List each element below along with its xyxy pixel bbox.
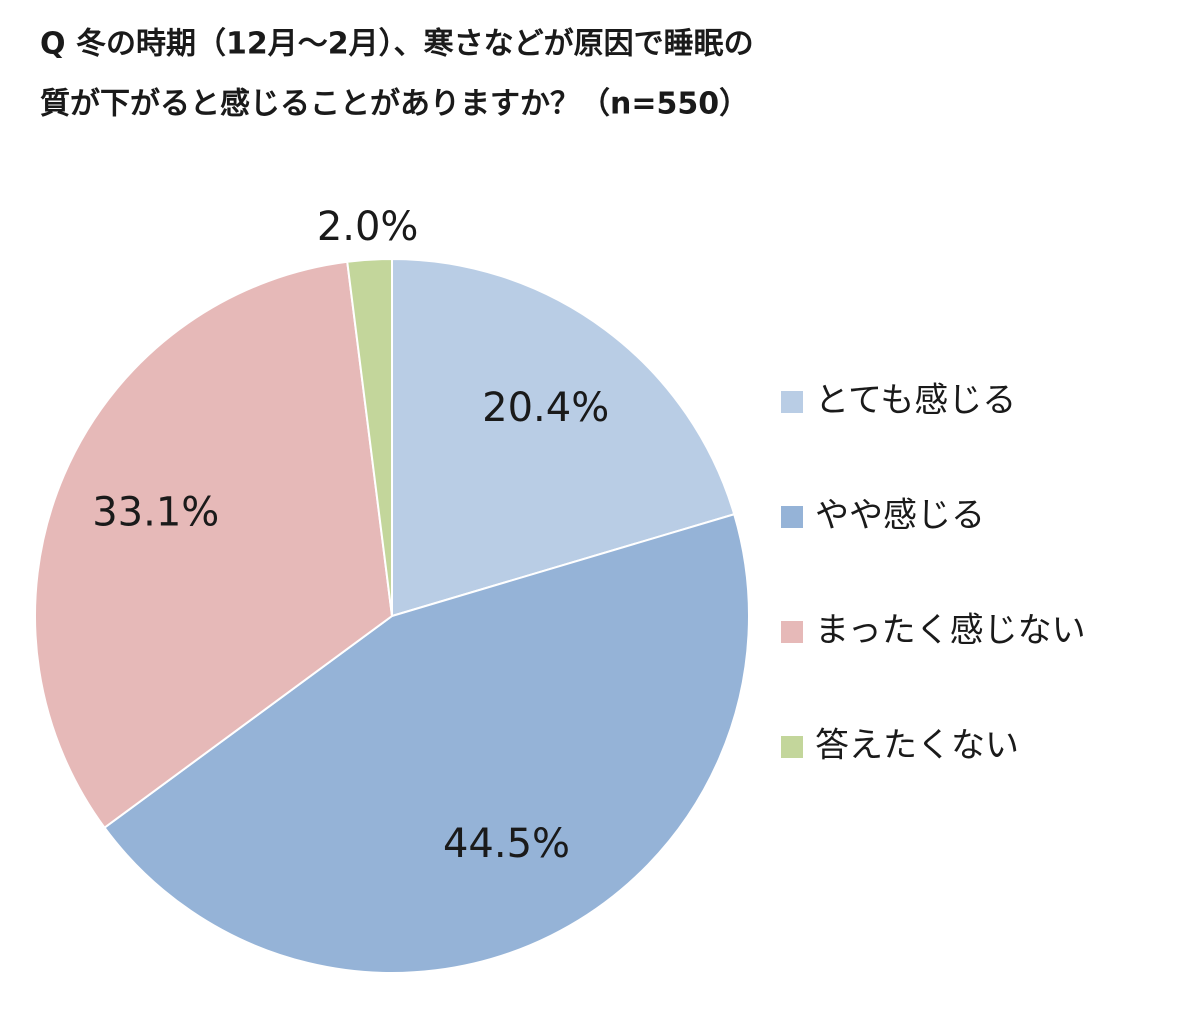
chart-title: Q 冬の時期（12月～2月）、寒さなどが原因で睡眠の [40, 27, 754, 62]
data-label: 44.5% [443, 821, 570, 867]
legend-swatch [781, 621, 803, 643]
legend-label: 答えたくない [815, 726, 1019, 766]
pie-slice [391, 257, 736, 618]
legend-label: まったく感じない [815, 611, 1086, 651]
legend-label: とても感じる [815, 381, 1016, 421]
chart-title: 質が下がると感じることがありますか？（n=550） [40, 87, 749, 122]
pie-slice [34, 260, 394, 830]
data-label: 2.0% [317, 204, 419, 250]
pie-slice [346, 257, 393, 617]
pie-slice [103, 513, 750, 974]
data-label: 20.4% [482, 385, 609, 431]
legend-label: やや感じる [815, 496, 985, 536]
data-label: 33.1% [92, 490, 219, 536]
legend-swatch [781, 506, 803, 528]
legend-swatch [781, 391, 803, 413]
legend-swatch [781, 736, 803, 758]
